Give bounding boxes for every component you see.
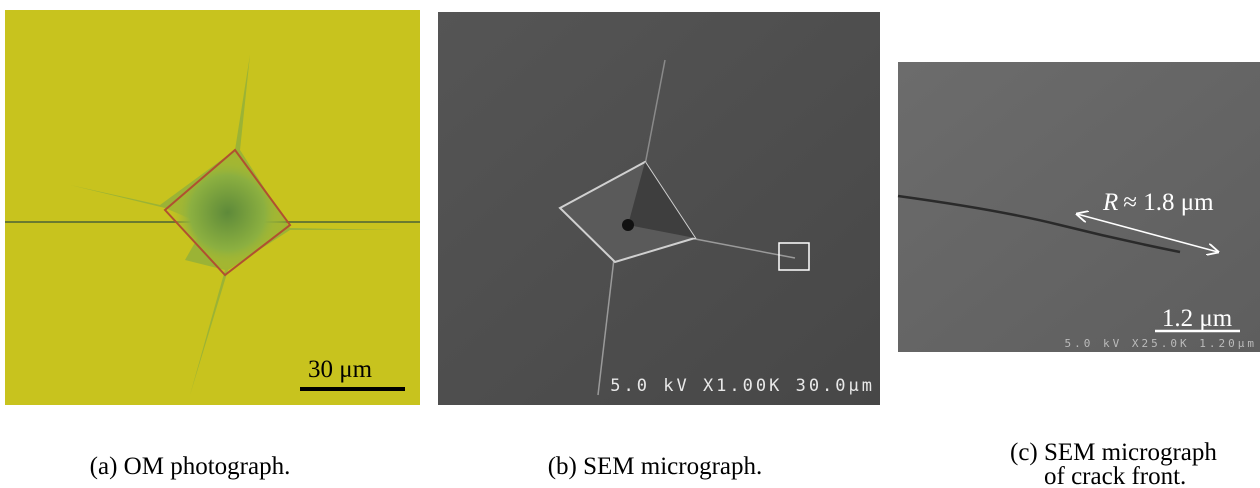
caption: (a) OM photograph. <box>90 453 291 480</box>
panel-c: R≈ 1.8 μm 1.2 μm 5.0 kV X25.0K 1.20μm (c… <box>898 62 1260 488</box>
caption: of crack front. <box>1044 463 1186 488</box>
figure: 30 μm (a) OM photograph. 5.0 kV X1.00K 3… <box>0 0 1260 488</box>
caption: (c) SEM micrograph <box>1010 439 1217 466</box>
annotation-variable: R <box>1102 189 1118 216</box>
panel-a: 30 μm (a) OM photograph. <box>5 10 420 480</box>
panel-b: 5.0 kV X1.00K 30.0μm (b) SEM micrograph. <box>438 12 880 480</box>
page: {"panels": [ {"id": "a", "scale_bar": "3… <box>0 0 1260 488</box>
annotation-text: ≈ 1.8 μm <box>1123 189 1214 216</box>
caption: (b) SEM micrograph. <box>548 453 763 480</box>
scale-bar-label: 30 μm <box>308 356 373 383</box>
info-bar: 5.0 kV X1.00K 30.0μm <box>610 376 875 396</box>
info-bar: 5.0 kV X25.0K 1.20μm <box>1065 337 1257 350</box>
indent-tip <box>622 219 634 231</box>
scale-bar-label: 1.2 μm <box>1162 305 1233 332</box>
